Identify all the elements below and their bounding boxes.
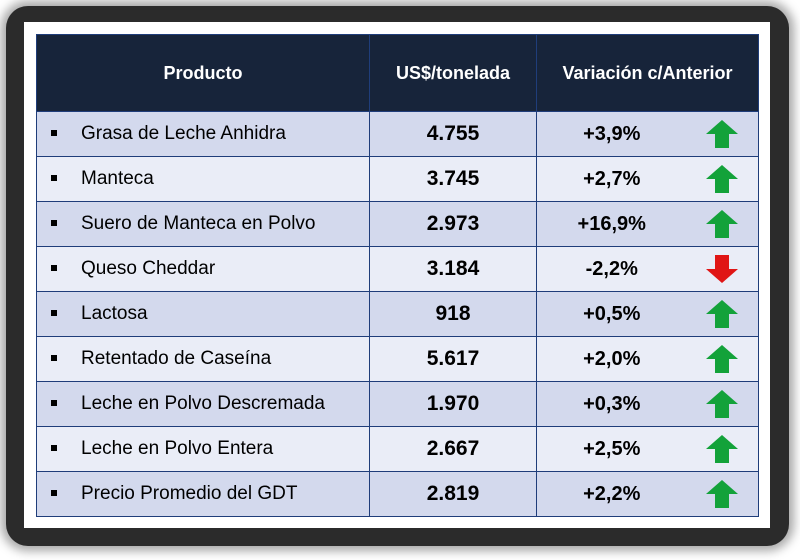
product-name: Leche en Polvo Entera (81, 438, 274, 459)
product-name: Queso Cheddar (81, 258, 216, 279)
table-row: Leche en Polvo Descremada 1.970 +0,3% (36, 381, 759, 427)
product-cell: Suero de Manteca en Polvo (36, 201, 370, 247)
trend-cell (686, 246, 759, 292)
bullet-icon (51, 309, 57, 316)
product-cell: Manteca (36, 156, 370, 202)
bullet-icon (51, 219, 57, 226)
change-cell: +0,3% (536, 381, 687, 427)
price-cell: 2.667 (369, 426, 537, 472)
product-cell: Queso Cheddar (36, 246, 370, 292)
trend-cell (686, 471, 759, 517)
trend-cell (686, 426, 759, 472)
bullet-icon (51, 399, 57, 406)
header-price: US$/tonelada (369, 34, 537, 112)
trend-cell (686, 156, 759, 202)
table-row: Lactosa 918 +0,5% (36, 291, 759, 337)
product-cell: Leche en Polvo Entera (36, 426, 370, 472)
product-name: Grasa de Leche Anhidra (81, 123, 286, 144)
bullet-icon (51, 489, 57, 496)
change-cell: +2,2% (536, 471, 687, 517)
change-cell: +2,7% (536, 156, 687, 202)
up-arrow-icon (706, 390, 739, 418)
bullet-icon (51, 174, 57, 181)
table-frame: Producto US$/tonelada Variación c/Anteri… (6, 6, 789, 546)
product-cell: Grasa de Leche Anhidra (36, 111, 370, 157)
price-cell: 3.184 (369, 246, 537, 292)
change-cell: +16,9% (536, 201, 687, 247)
price-table: Producto US$/tonelada Variación c/Anteri… (36, 34, 759, 517)
price-cell: 5.617 (369, 336, 537, 382)
up-arrow-icon (706, 480, 739, 508)
table-row: Queso Cheddar 3.184 -2,2% (36, 246, 759, 292)
product-cell: Leche en Polvo Descremada (36, 381, 370, 427)
up-arrow-icon (706, 300, 739, 328)
up-arrow-icon (706, 435, 739, 463)
table-row: Leche en Polvo Entera 2.667 +2,5% (36, 426, 759, 472)
change-cell: +2,0% (536, 336, 687, 382)
price-cell: 2.819 (369, 471, 537, 517)
header-change: Variación c/Anterior (536, 34, 759, 112)
product-name: Lactosa (81, 303, 148, 324)
change-cell: +0,5% (536, 291, 687, 337)
product-name: Retentado de Caseína (81, 348, 272, 369)
up-arrow-icon (706, 120, 739, 148)
bullet-icon (51, 354, 57, 361)
price-cell: 4.755 (369, 111, 537, 157)
price-cell: 1.970 (369, 381, 537, 427)
table-row: Grasa de Leche Anhidra 4.755 +3,9% (36, 111, 759, 157)
table-header-row: Producto US$/tonelada Variación c/Anteri… (36, 34, 759, 112)
bullet-icon (51, 444, 57, 451)
trend-cell (686, 201, 759, 247)
up-arrow-icon (706, 210, 739, 238)
product-cell: Precio Promedio del GDT (36, 471, 370, 517)
bullet-icon (51, 129, 57, 136)
price-cell: 918 (369, 291, 537, 337)
change-cell: +2,5% (536, 426, 687, 472)
table-row: Manteca 3.745 +2,7% (36, 156, 759, 202)
price-cell: 3.745 (369, 156, 537, 202)
product-name: Leche en Polvo Descremada (81, 393, 325, 414)
product-name: Suero de Manteca en Polvo (81, 213, 316, 234)
up-arrow-icon (706, 345, 739, 373)
trend-cell (686, 291, 759, 337)
product-cell: Lactosa (36, 291, 370, 337)
up-arrow-icon (706, 165, 739, 193)
trend-cell (686, 111, 759, 157)
change-cell: +3,9% (536, 111, 687, 157)
bullet-icon (51, 264, 57, 271)
change-cell: -2,2% (536, 246, 687, 292)
table-row: Retentado de Caseína 5.617 +2,0% (36, 336, 759, 382)
trend-cell (686, 381, 759, 427)
table-panel: Producto US$/tonelada Variación c/Anteri… (24, 22, 770, 528)
product-name: Manteca (81, 168, 154, 189)
table-row: Precio Promedio del GDT 2.819 +2,2% (36, 471, 759, 517)
header-product: Producto (36, 34, 370, 112)
table-row: Suero de Manteca en Polvo 2.973 +16,9% (36, 201, 759, 247)
product-cell: Retentado de Caseína (36, 336, 370, 382)
down-arrow-icon (706, 255, 739, 283)
trend-cell (686, 336, 759, 382)
price-cell: 2.973 (369, 201, 537, 247)
product-name: Precio Promedio del GDT (81, 483, 298, 504)
